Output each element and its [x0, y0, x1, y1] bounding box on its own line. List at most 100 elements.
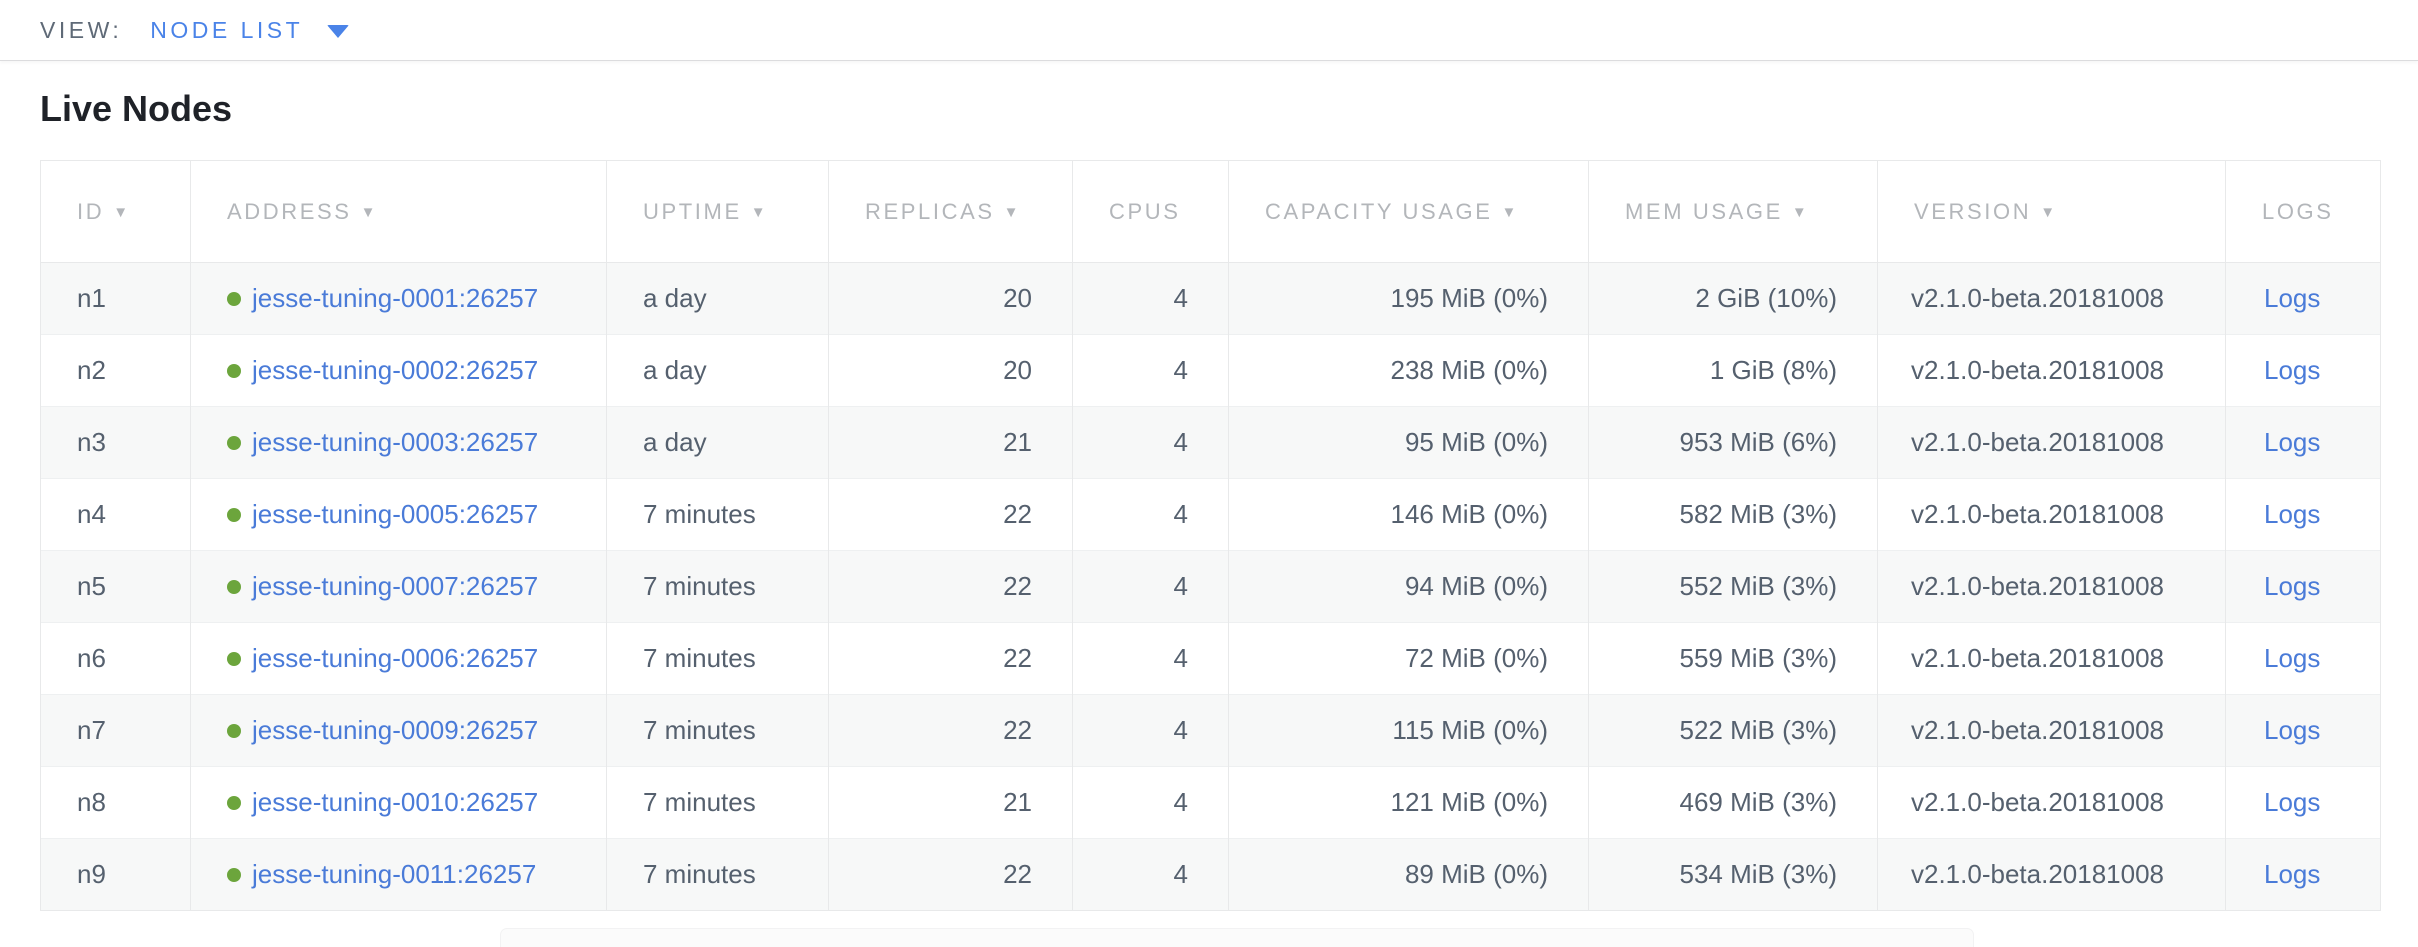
column-header-version[interactable]: VERSION ▼	[1877, 160, 2226, 263]
node-address-link[interactable]: jesse-tuning-0011:26257	[252, 859, 537, 889]
logs-link[interactable]: Logs	[2264, 499, 2321, 529]
column-header-capacity-usage[interactable]: CAPACITY USAGE ▼	[1228, 160, 1589, 263]
node-version-cell: v2.1.0-beta.20181008	[1877, 694, 2226, 767]
node-logs-cell: Logs	[2225, 694, 2381, 767]
node-uptime-cell: 7 minutes	[606, 622, 829, 695]
node-mem-usage-cell: 953 MiB (6%)	[1588, 406, 1878, 479]
live-status-dot-icon	[227, 651, 241, 666]
view-bar: VIEW: NODE LIST	[0, 0, 2418, 61]
node-address-link[interactable]: jesse-tuning-0006:26257	[252, 643, 539, 673]
node-mem-usage-cell: 522 MiB (3%)	[1588, 694, 1878, 767]
node-logs-cell: Logs	[2225, 766, 2381, 839]
node-address-wrap: jesse-tuning-0011:26257	[227, 859, 606, 890]
node-address-link[interactable]: jesse-tuning-0009:26257	[252, 715, 539, 745]
node-address-wrap: jesse-tuning-0010:26257	[227, 787, 606, 818]
column-header-address[interactable]: ADDRESS ▼	[190, 160, 607, 263]
node-replicas-cell: 20	[828, 334, 1073, 407]
table-header-row: ID ▼ ADDRESS ▼ UPTIME ▼ REPLICAS ▼ CPUS CAPACITY …	[40, 160, 2381, 263]
live-status-dot-icon	[227, 291, 241, 306]
column-header-label: ID	[77, 198, 105, 224]
table-row: n6 jesse-tuning-0006:26257 7 minutes 22 4 72 …	[40, 622, 2381, 695]
sort-desc-icon: ▼	[1003, 203, 1022, 221]
column-header-label: CAPACITY USAGE	[1265, 198, 1493, 224]
node-replicas-cell: 21	[828, 406, 1073, 479]
node-cpus-cell: 4	[1072, 838, 1229, 911]
live-status-dot-icon	[227, 579, 241, 594]
node-uptime-cell: 7 minutes	[606, 550, 829, 623]
node-address-cell: jesse-tuning-0011:26257	[190, 838, 607, 911]
node-cpus-cell: 4	[1072, 550, 1229, 623]
node-cpus-cell: 4	[1072, 766, 1229, 839]
sort-desc-icon: ▼	[1501, 203, 1519, 221]
node-address-link[interactable]: jesse-tuning-0003:26257	[252, 427, 539, 457]
node-address-wrap: jesse-tuning-0002:26257	[227, 355, 606, 386]
column-header-label: UPTIME	[643, 198, 742, 224]
logs-link[interactable]: Logs	[2264, 787, 2321, 817]
logs-link[interactable]: Logs	[2264, 643, 2321, 673]
node-mem-usage-cell: 582 MiB (3%)	[1588, 478, 1878, 551]
column-header-replicas[interactable]: REPLICAS ▼	[828, 160, 1073, 263]
node-mem-usage-cell: 552 MiB (3%)	[1588, 550, 1878, 623]
logs-link[interactable]: Logs	[2264, 571, 2321, 601]
node-capacity-usage-cell: 146 MiB (0%)	[1228, 478, 1589, 551]
table-row: n7 jesse-tuning-0009:26257 7 minutes 22 4 115…	[40, 694, 2381, 767]
column-header-label: VERSION	[1914, 198, 2032, 224]
view-selector-value: NODE LIST	[150, 16, 304, 43]
node-address-link[interactable]: jesse-tuning-0002:26257	[252, 355, 539, 385]
node-capacity-usage-cell: 115 MiB (0%)	[1228, 694, 1589, 767]
node-uptime-cell: 7 minutes	[606, 838, 829, 911]
node-uptime-cell: a day	[606, 262, 829, 335]
sort-desc-icon: ▼	[113, 203, 131, 221]
table-row: n1 jesse-tuning-0001:26257 a day 20 4 195 MiB…	[40, 262, 2381, 335]
node-address-link[interactable]: jesse-tuning-0001:26257	[252, 283, 539, 313]
node-address-cell: jesse-tuning-0003:26257	[190, 406, 607, 479]
sort-desc-icon: ▼	[750, 203, 769, 221]
logs-link[interactable]: Logs	[2264, 355, 2321, 385]
live-nodes-table: ID ▼ ADDRESS ▼ UPTIME ▼ REPLICAS ▼ CPUS CAPACITY …	[40, 160, 2381, 911]
node-replicas-cell: 21	[828, 766, 1073, 839]
column-header-id[interactable]: ID ▼	[40, 160, 191, 263]
view-selector-dropdown[interactable]: NODE LIST	[150, 16, 350, 44]
live-status-dot-icon	[227, 795, 241, 810]
node-version-cell: v2.1.0-beta.20181008	[1877, 622, 2226, 695]
node-uptime-cell: 7 minutes	[606, 694, 829, 767]
node-cpus-cell: 4	[1072, 694, 1229, 767]
node-id-cell: n6	[40, 622, 191, 695]
node-address-wrap: jesse-tuning-0001:26257	[227, 283, 606, 314]
node-mem-usage-cell: 534 MiB (3%)	[1588, 838, 1878, 911]
live-status-dot-icon	[227, 723, 241, 738]
node-address-cell: jesse-tuning-0007:26257	[190, 550, 607, 623]
node-address-wrap: jesse-tuning-0009:26257	[227, 715, 606, 746]
node-address-link[interactable]: jesse-tuning-0005:26257	[252, 499, 539, 529]
column-header-mem-usage[interactable]: MEM USAGE ▼	[1588, 160, 1878, 263]
node-logs-cell: Logs	[2225, 334, 2381, 407]
column-header-label: CPUS	[1109, 198, 1181, 224]
node-address-cell: jesse-tuning-0001:26257	[190, 262, 607, 335]
logs-link[interactable]: Logs	[2264, 859, 2321, 889]
node-id-cell: n1	[40, 262, 191, 335]
node-address-link[interactable]: jesse-tuning-0007:26257	[252, 571, 539, 601]
node-cpus-cell: 4	[1072, 262, 1229, 335]
node-address-cell: jesse-tuning-0005:26257	[190, 478, 607, 551]
logs-link[interactable]: Logs	[2264, 283, 2321, 313]
node-replicas-cell: 22	[828, 550, 1073, 623]
node-logs-cell: Logs	[2225, 478, 2381, 551]
page-title: Live Nodes	[40, 88, 233, 129]
node-version-cell: v2.1.0-beta.20181008	[1877, 262, 2226, 335]
sort-desc-icon: ▼	[2040, 203, 2058, 221]
table-row: n9 jesse-tuning-0011:26257 7 minutes 22 4 89 …	[40, 838, 2381, 911]
node-cpus-cell: 4	[1072, 334, 1229, 407]
node-replicas-cell: 22	[828, 478, 1073, 551]
column-header-label: REPLICAS	[865, 198, 995, 224]
node-address-link[interactable]: jesse-tuning-0010:26257	[252, 787, 539, 817]
node-capacity-usage-cell: 238 MiB (0%)	[1228, 334, 1589, 407]
column-header-label: LOGS	[2262, 198, 2334, 224]
node-version-cell: v2.1.0-beta.20181008	[1877, 406, 2226, 479]
column-header-uptime[interactable]: UPTIME ▼	[606, 160, 829, 263]
logs-link[interactable]: Logs	[2264, 427, 2321, 457]
column-header-logs: LOGS	[2225, 160, 2381, 263]
node-logs-cell: Logs	[2225, 406, 2381, 479]
node-version-cell: v2.1.0-beta.20181008	[1877, 478, 2226, 551]
node-uptime-cell: 7 minutes	[606, 478, 829, 551]
logs-link[interactable]: Logs	[2264, 715, 2321, 745]
